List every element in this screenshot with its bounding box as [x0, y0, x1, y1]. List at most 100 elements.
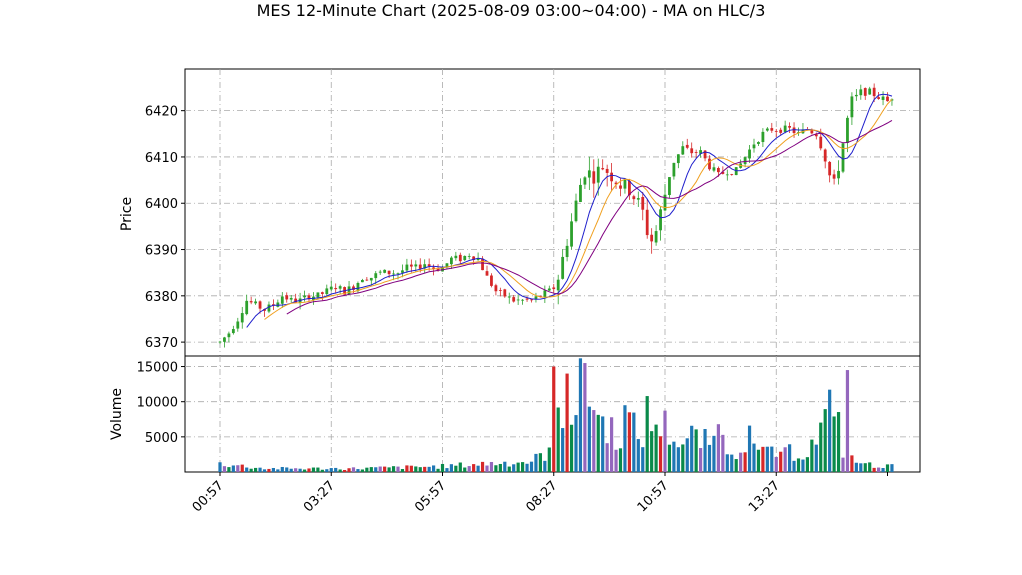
volume-bar	[885, 464, 890, 472]
volume-bar	[547, 447, 551, 472]
volume-bar	[694, 429, 698, 472]
volume-bar	[747, 425, 752, 472]
candle-body	[414, 264, 418, 267]
volume-bar	[841, 457, 845, 472]
volume-bar	[529, 461, 534, 472]
volume-bar	[650, 431, 654, 472]
volume-bar	[712, 435, 716, 472]
candle-body	[797, 131, 800, 133]
candle-body	[757, 142, 760, 144]
candle-body	[427, 264, 431, 267]
volume-bar	[280, 466, 284, 472]
candle-body	[681, 146, 685, 155]
candle-body	[405, 264, 409, 271]
candle-body	[316, 292, 320, 298]
volume-bar	[414, 466, 418, 472]
candle-body	[886, 96, 889, 102]
candle-body	[859, 89, 863, 96]
candle-body	[258, 301, 262, 309]
candle-body	[530, 299, 533, 301]
candle-body	[561, 256, 565, 279]
volume-bar	[254, 467, 258, 472]
volume-bar	[476, 465, 480, 472]
candle-body	[841, 143, 845, 172]
volume-bar	[614, 449, 618, 472]
volume-bar	[587, 406, 591, 472]
x-tick-label: 00:57	[190, 478, 227, 515]
candle-body	[218, 341, 222, 343]
volume-bar	[730, 454, 734, 472]
volume-bar	[796, 458, 801, 472]
volume-bar	[289, 468, 293, 472]
volume-bar	[325, 469, 329, 472]
volume-bar	[245, 467, 249, 472]
volume-bar	[418, 467, 422, 472]
volume-bar	[601, 416, 605, 472]
chart-title: MES 12-Minute Chart (2025-08-09 03:00~04…	[257, 1, 766, 20]
candle-body	[432, 267, 435, 270]
price-tick-label: 6380	[145, 290, 178, 305]
candle-body	[605, 168, 609, 173]
volume-bar	[463, 467, 467, 472]
candle-body	[240, 313, 244, 323]
volume-bar	[472, 464, 476, 472]
candle-body	[574, 200, 578, 222]
candle-body	[516, 299, 520, 301]
candle-body	[476, 258, 480, 261]
volume-bar	[334, 467, 338, 472]
candle-body	[623, 179, 627, 189]
volume-bar	[774, 456, 778, 472]
volume-bar	[623, 405, 627, 472]
candle-body	[245, 300, 249, 315]
candle-body	[592, 171, 596, 184]
candle-body	[556, 279, 560, 291]
candle-body	[352, 286, 355, 290]
price-grid	[185, 69, 920, 356]
volume-bar	[801, 459, 805, 472]
volume-bar	[592, 410, 596, 472]
volume-bar	[445, 468, 449, 472]
ma-fast-line	[246, 93, 893, 328]
candle-body	[725, 174, 729, 176]
candle-body	[810, 130, 814, 134]
volume-bar	[525, 463, 529, 472]
volume-bar	[765, 446, 769, 472]
price-y-axis: 6370 6380 6390 6400 6410 6420	[145, 105, 185, 351]
candle-body	[307, 295, 311, 300]
volume-bar	[218, 462, 222, 472]
candle-body	[601, 168, 605, 170]
volume-bar	[872, 467, 876, 472]
volume-bar	[552, 366, 556, 472]
volume-bar	[480, 461, 485, 472]
volume-bar	[271, 467, 275, 472]
volume-bar	[819, 422, 823, 472]
volume-bar	[823, 409, 827, 472]
candle-body	[369, 277, 373, 281]
volume-bar	[503, 461, 507, 472]
candle-body	[828, 161, 832, 176]
volume-bar	[512, 464, 516, 472]
candle-body	[690, 148, 694, 154]
candle-body	[676, 154, 680, 164]
volume-bar	[423, 466, 427, 472]
volume-bar	[667, 444, 672, 472]
volume-bar	[538, 453, 542, 472]
candle-body	[765, 128, 769, 131]
volume-bar	[690, 425, 694, 472]
candle-body	[361, 279, 364, 283]
candles	[218, 83, 894, 348]
candle-body	[467, 256, 471, 257]
volume-bar	[636, 439, 640, 472]
candle-body	[347, 286, 351, 295]
volume-bar	[863, 463, 867, 472]
volume-bar	[449, 464, 453, 472]
volume-bar	[814, 444, 818, 472]
volume-bar	[467, 466, 471, 472]
candle-body	[779, 129, 783, 133]
candle-body	[525, 298, 529, 300]
candle-body	[712, 167, 716, 171]
volume-axis-label: Volume	[109, 388, 125, 440]
volume-bar	[756, 449, 761, 472]
candle-body	[708, 158, 711, 170]
volume-bar	[489, 461, 494, 472]
